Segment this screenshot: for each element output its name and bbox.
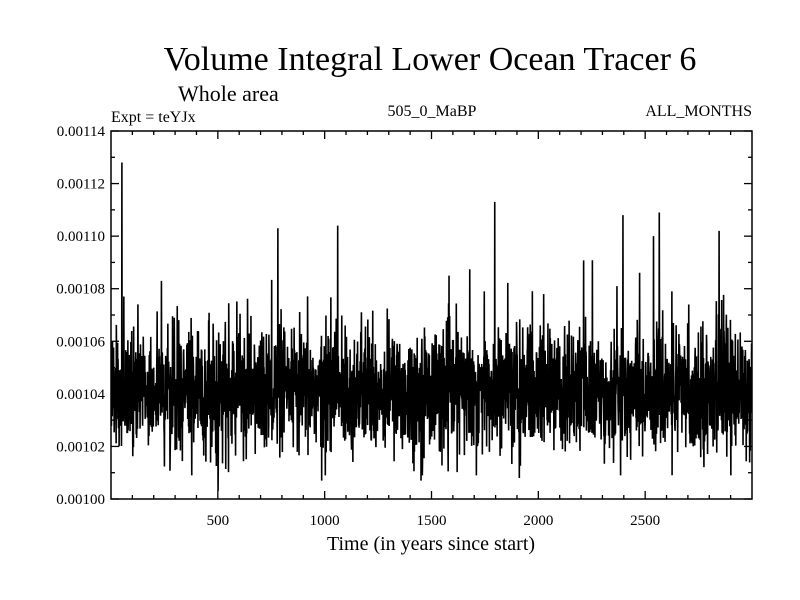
y-tick-label: 0.00100 — [56, 492, 105, 508]
y-tick-label: 0.00110 — [57, 229, 105, 245]
x-tick-label: 2500 — [630, 513, 660, 529]
chart-title: Volume Integral Lower Ocean Tracer 6 — [164, 41, 697, 78]
x-tick-label: 500 — [207, 513, 230, 529]
axis-ticks: 500 1000 1500 2000 2500 0.00100 0.00102 0.00104… — [56, 124, 752, 529]
x-tick-label: 1000 — [310, 513, 340, 529]
run-label: 505_0_MaBP — [388, 103, 477, 120]
y-tick-label: 0.00114 — [57, 124, 106, 140]
experiment-label: Expt = teYJx — [111, 109, 196, 126]
x-tick-label: 1500 — [417, 513, 447, 529]
period-label: ALL_MONTHS — [645, 103, 752, 120]
x-tick-label: 2000 — [523, 513, 553, 529]
y-tick-label: 0.00112 — [57, 177, 105, 193]
y-tick-label: 0.00108 — [56, 282, 105, 298]
series-line — [111, 162, 752, 492]
y-tick-label: 0.00106 — [56, 334, 105, 350]
y-tick-label: 0.00104 — [56, 387, 105, 403]
y-tick-label: 0.00102 — [56, 439, 105, 455]
x-axis-label: Time (in years since start) — [327, 533, 535, 555]
chart-subtitle: Whole area — [178, 81, 279, 106]
